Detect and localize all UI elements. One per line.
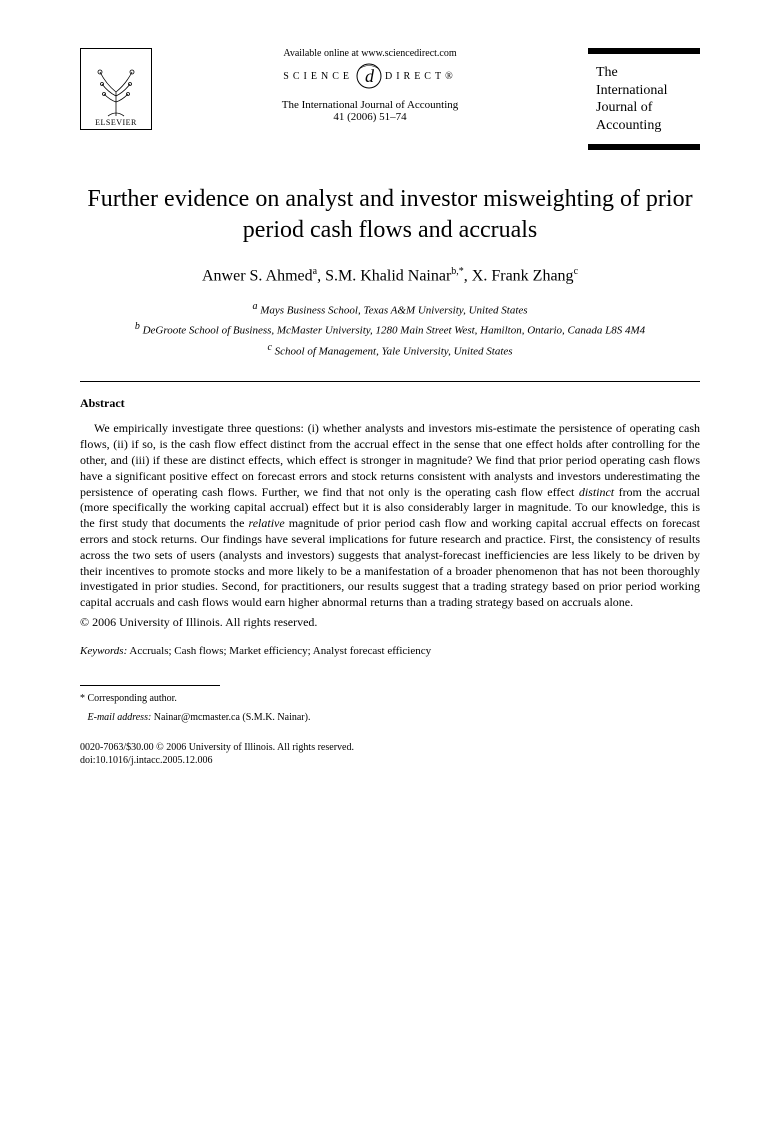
journal-box-line4: Accounting	[596, 117, 692, 135]
affil-b-text: DeGroote School of Business, McMaster Un…	[143, 325, 646, 337]
center-header: Available online at www.sciencedirect.co…	[152, 48, 588, 123]
elsevier-tree-icon	[88, 62, 144, 118]
abstract-em-relative: relative	[249, 516, 285, 530]
sd-d-icon: d	[356, 63, 382, 89]
abstract-em-distinct: distinct	[579, 485, 614, 499]
abstract-heading: Abstract	[80, 396, 700, 411]
author-1: Anwer S. Ahmed	[202, 268, 313, 285]
svg-text:d: d	[365, 66, 375, 86]
sd-left-text: SCIENCE	[283, 71, 353, 82]
journal-box-line1: The	[596, 64, 692, 82]
keywords-text: Accruals; Cash flows; Market efficiency;…	[127, 645, 431, 657]
journal-box-line3: Journal of	[596, 99, 692, 117]
affil-c-sup: c	[267, 342, 271, 353]
corresponding-author-note: * Corresponding author.	[80, 692, 700, 706]
journal-name-line: The International Journal of Accounting	[164, 99, 576, 111]
sciencedirect-logo: SCIENCE d DIRECT®	[283, 63, 456, 89]
author-1-sup: a	[313, 266, 317, 277]
affiliation-a: a Mays Business School, Texas A&M Univer…	[80, 300, 700, 319]
section-rule	[80, 381, 700, 382]
affil-c-text: School of Management, Yale University, U…	[275, 345, 513, 357]
pub-info: 0020-7063/$30.00 © 2006 University of Il…	[80, 741, 700, 767]
author-3: X. Frank Zhang	[472, 268, 574, 285]
affil-b-sup: b	[135, 321, 140, 332]
author-2: S.M. Khalid Nainar	[325, 268, 451, 285]
footnote-rule	[80, 685, 220, 686]
keywords-line: Keywords: Accruals; Cash flows; Market e…	[80, 645, 700, 657]
keywords-label: Keywords:	[80, 645, 127, 657]
affil-a-sup: a	[252, 301, 257, 312]
elsevier-logo: ELSEVIER	[80, 48, 152, 130]
journal-box-line2: International	[596, 82, 692, 100]
email-label: E-mail address:	[88, 712, 152, 723]
doi-line: doi:10.1016/j.intacc.2005.12.006	[80, 754, 700, 767]
affiliation-c: c School of Management, Yale University,…	[80, 341, 700, 360]
author-2-sup: b,*	[451, 266, 464, 277]
email-text: Nainar@mcmaster.ca (S.M.K. Nainar).	[151, 712, 310, 723]
header-row: ELSEVIER Available online at www.science…	[80, 48, 700, 150]
affil-a-text: Mays Business School, Texas A&M Universi…	[260, 304, 527, 316]
abstract-body: We empirically investigate three questio…	[80, 421, 700, 631]
sd-right-text: DIRECT®	[385, 71, 457, 82]
email-line: E-mail address: Nainar@mcmaster.ca (S.M.…	[80, 711, 700, 725]
publisher-name: ELSEVIER	[95, 118, 137, 127]
author-3-sup: c	[574, 266, 578, 277]
affiliation-b: b DeGroote School of Business, McMaster …	[80, 320, 700, 339]
volume-line: 41 (2006) 51–74	[164, 111, 576, 123]
available-online-text: Available online at www.sciencedirect.co…	[164, 48, 576, 59]
article-title: Further evidence on analyst and investor…	[80, 184, 700, 246]
copyright-line: © 2006 University of Illinois. All right…	[80, 615, 700, 631]
journal-box: The International Journal of Accounting	[588, 48, 700, 150]
authors-line: Anwer S. Ahmeda, S.M. Khalid Nainarb,*, …	[80, 266, 700, 285]
issn-line: 0020-7063/$30.00 © 2006 University of Il…	[80, 741, 700, 754]
